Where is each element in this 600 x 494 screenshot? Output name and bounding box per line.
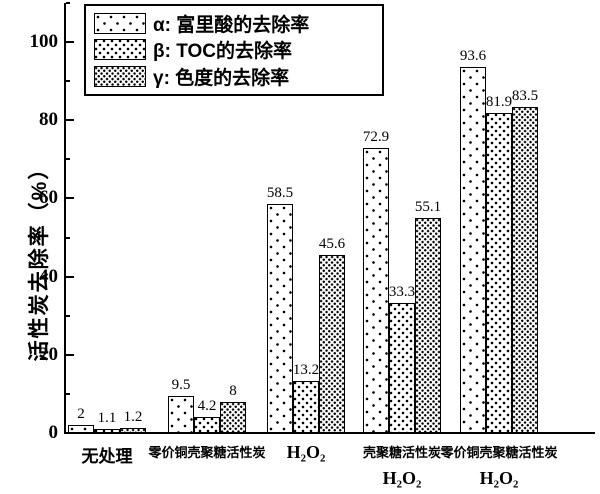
bar-value-label: 81.9: [485, 93, 513, 110]
bar-γ-group4: [415, 217, 441, 433]
x-category-4: 壳聚糖活性炭 H₂O₂: [327, 442, 477, 489]
x-category-name-line: 壳聚糖活性炭: [362, 445, 441, 460]
bar-value-label: 4.2: [197, 397, 217, 414]
bar-α-group5: [460, 67, 486, 433]
bar-β-group3: [293, 381, 319, 433]
legend-label-alpha: α: 富里酸的去除率: [153, 14, 310, 36]
y-tick-label: 60: [39, 187, 58, 209]
y-axis-line: [64, 3, 66, 434]
x-category-formula-line: H₂O₂: [479, 468, 519, 488]
x-axis-line: [64, 432, 595, 434]
bar-α-group1: [68, 425, 94, 433]
x-category-1: 无处理: [32, 442, 182, 467]
legend-label-gamma: γ: 色度的去除率: [153, 68, 290, 90]
bar-value-label: 93.6: [459, 48, 487, 65]
bar-value-label: 33.3: [388, 283, 416, 300]
y-major-tick: [66, 197, 74, 200]
y-major-tick: [66, 353, 74, 356]
y-tick-label: 80: [39, 109, 58, 131]
y-tick-label: 100: [29, 31, 59, 52]
x-category-name-line: 零价铜壳聚糖活性炭: [440, 445, 558, 460]
bar-value-label: 72.9: [362, 128, 390, 145]
y-major-tick: [66, 41, 74, 43]
bar-value-label: 8: [229, 382, 237, 399]
legend-swatch-dense-dots: [94, 66, 146, 88]
bar-value-label: 45.6: [318, 235, 346, 252]
bar-α-group4: [363, 147, 389, 433]
bar-value-label: 1.1: [97, 409, 117, 426]
bar-value-label: 9.5: [171, 376, 191, 393]
bar-value-label: 2: [77, 406, 85, 423]
bar-value-label: 55.1: [414, 198, 442, 215]
x-category-3: H₂O₂: [231, 442, 381, 463]
bar-α-group3: [267, 204, 293, 433]
x-category-formula-line: H₂O₂: [382, 468, 422, 488]
x-category-name-line: 零价铜壳聚糖活性炭: [148, 445, 266, 460]
bar-β-group5: [486, 112, 512, 433]
bar-β-group1: [94, 428, 120, 433]
bar-β-group2: [194, 416, 220, 433]
bar-value-label: 83.5: [511, 87, 539, 104]
bar-value-label: 13.2: [292, 362, 320, 379]
legend-row-gamma: γ: 色度的去除率: [94, 65, 374, 89]
y-tick-label: 40: [39, 265, 58, 287]
x-category-formula-line: H₂O₂: [286, 442, 326, 462]
y-minor-tick: [66, 314, 70, 317]
legend-swatch-sparse-dots: [94, 12, 146, 34]
bar-γ-group1: [120, 428, 146, 433]
legend-row-alpha: α: 富里酸的去除率: [94, 11, 374, 36]
bar-α-group2: [168, 395, 194, 433]
bar-γ-group5: [512, 106, 538, 433]
legend: α: 富里酸的去除率 β: TOC的去除率 γ: 色度的去除率: [84, 4, 384, 96]
y-minor-tick: [66, 80, 70, 83]
bar-value-label: 1.2: [123, 409, 143, 426]
y-minor-tick: [66, 236, 70, 239]
y-tick-label: 20: [39, 343, 58, 365]
bar-γ-group2: [220, 401, 246, 433]
x-category-2: 零价铜壳聚糖活性炭: [132, 442, 282, 461]
y-major-tick: [66, 119, 74, 122]
y-minor-tick: [66, 2, 70, 4]
y-major-tick: [66, 275, 74, 278]
bar-β-group4: [389, 302, 415, 433]
y-minor-tick: [66, 158, 70, 161]
x-category-name-line: 无处理: [81, 447, 133, 466]
bar-γ-group3: [319, 254, 345, 433]
x-category-5: 零价铜壳聚糖活性炭 H₂O₂: [424, 442, 574, 489]
y-minor-tick: [66, 392, 70, 395]
legend-label-beta: β: TOC的去除率: [153, 41, 292, 63]
legend-row-beta: β: TOC的去除率: [94, 38, 374, 62]
bar-value-label: 58.5: [266, 185, 294, 202]
y-major-tick: [66, 432, 74, 434]
legend-swatch-medium-dots: [94, 39, 146, 61]
y-tick-label: 0: [48, 422, 59, 443]
